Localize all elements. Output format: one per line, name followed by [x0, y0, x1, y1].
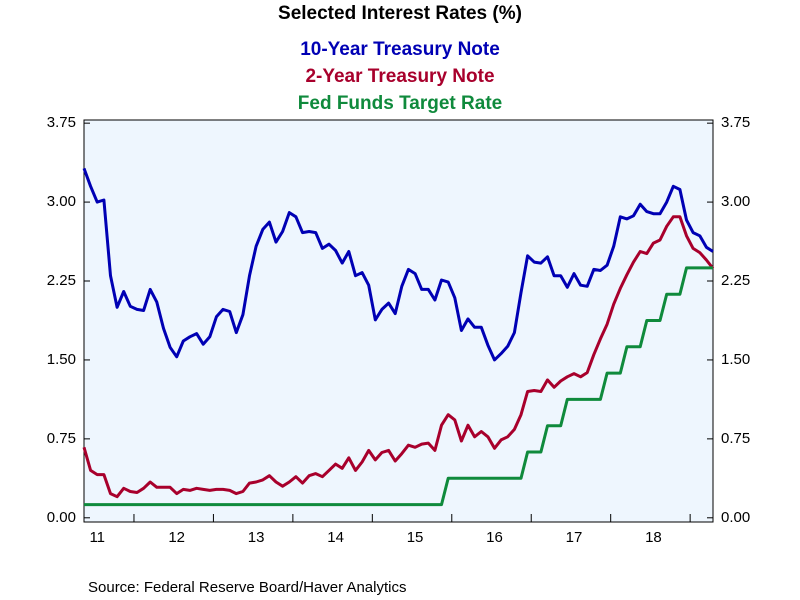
- source-note: Source: Federal Reserve Board/Haver Anal…: [88, 579, 406, 596]
- x-tick-label: 13: [248, 529, 265, 546]
- x-tick-label: 18: [645, 529, 662, 546]
- x-tick-label: 17: [566, 529, 583, 546]
- y-tick-label: 2.25: [47, 272, 76, 289]
- y-tick-label: 0.75: [47, 430, 76, 447]
- x-tick-label: 14: [327, 529, 344, 546]
- y2-tick-label: 1.50: [721, 351, 750, 368]
- y-tick-label: 3.00: [47, 193, 76, 210]
- y2-tick-label: 3.75: [721, 114, 750, 131]
- legend-label: Fed Funds Target Rate: [298, 93, 502, 114]
- y2-tick-label: 3.00: [721, 193, 750, 210]
- x-tick-label: 15: [407, 529, 424, 546]
- y2-tick-label: 0.75: [721, 430, 750, 447]
- x-tick-label: 11: [89, 529, 105, 546]
- series-line: [82, 215, 715, 499]
- y-tick-label: 0.00: [47, 509, 76, 526]
- y-tick-label: 1.50: [47, 351, 76, 368]
- legend-label: 2-Year Treasury Note: [305, 66, 494, 87]
- plot-area: [83, 119, 714, 523]
- x-tick-label: 16: [486, 529, 503, 546]
- y2-tick-label: 2.25: [721, 272, 750, 289]
- series-line: [84, 266, 713, 507]
- chart-title: Selected Interest Rates (%): [278, 3, 522, 24]
- y-tick-label: 3.75: [47, 114, 76, 131]
- x-tick-label: 12: [168, 529, 185, 546]
- legend-label: 10-Year Treasury Note: [300, 39, 500, 60]
- series-line: [82, 167, 714, 362]
- y2-tick-label: 0.00: [721, 509, 750, 526]
